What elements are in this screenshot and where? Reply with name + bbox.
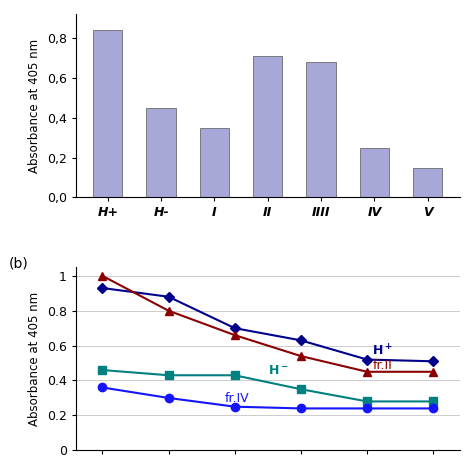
Bar: [413, 168, 442, 198]
Text: fr.II: fr.II: [373, 359, 392, 372]
Bar: [253, 56, 283, 198]
Bar: [200, 128, 229, 198]
Y-axis label: Absorbance at 405 nm: Absorbance at 405 nm: [28, 39, 41, 173]
Text: fr.IV: fr.IV: [225, 392, 249, 405]
Bar: [93, 30, 122, 198]
Text: (b): (b): [9, 256, 28, 270]
Bar: [146, 108, 176, 198]
Text: $\mathbf{H^+}$: $\mathbf{H^+}$: [373, 343, 393, 358]
Bar: [307, 62, 336, 198]
Bar: [360, 148, 389, 198]
Y-axis label: Absorbance at 405 nm: Absorbance at 405 nm: [28, 292, 41, 426]
Text: $\mathbf{H^-}$: $\mathbf{H^-}$: [268, 364, 289, 376]
